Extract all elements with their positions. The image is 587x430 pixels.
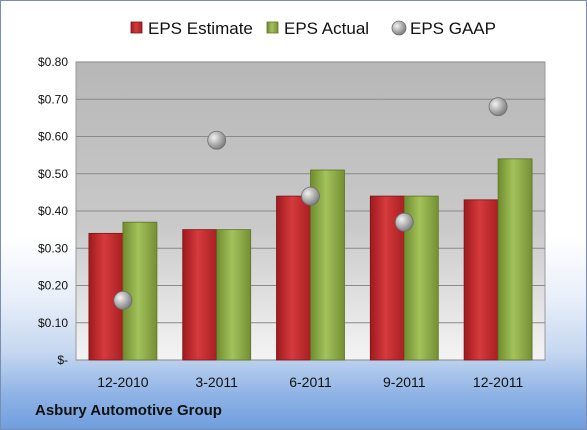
gaap-point (488, 97, 508, 117)
y-tick-label: $0.60 (38, 130, 68, 144)
x-tick-label: 12-2010 (97, 374, 149, 390)
legend: EPS Estimate EPS Actual EPS GAAP (130, 19, 496, 38)
actual-bar (216, 229, 252, 361)
y-tick-label: $0.40 (38, 204, 68, 218)
company-label: Asbury Automotive Group (35, 402, 222, 419)
y-tick-label: $0.20 (38, 279, 68, 293)
y-tick-label: $0.50 (38, 167, 68, 181)
legend-actual-swatch (266, 21, 279, 34)
legend-estimate-swatch (130, 21, 143, 34)
gaap-points (113, 97, 508, 310)
gaap-point (301, 186, 320, 206)
bar-series (88, 158, 533, 361)
y-axis-tick-labels: $- $0.10 $0.20 $0.30 $0.40 $0.50 $0.60 $0.70 $0.… (38, 55, 68, 367)
estimate-bar (182, 229, 218, 361)
legend-label: EPS Actual (284, 19, 369, 38)
x-tick-label: 6-2011 (289, 374, 332, 390)
y-tick-label: $0.70 (38, 92, 68, 106)
legend-label: EPS GAAP (410, 19, 496, 38)
estimate-bar (276, 195, 311, 361)
y-tick-label: $0.80 (38, 55, 68, 69)
y-tick-label: $- (57, 353, 68, 367)
actual-bar (122, 221, 158, 361)
y-tick-label: $0.10 (38, 316, 68, 330)
estimate-bar (463, 199, 499, 361)
actual-bar (497, 158, 533, 361)
x-tick-label: 3-2011 (195, 374, 238, 390)
x-axis-tick-labels: 12-2010 3-2011 6-2011 9-2011 12-2011 (97, 374, 523, 390)
actual-bar (310, 169, 345, 361)
legend-label: EPS Estimate (148, 19, 253, 38)
x-tick-label: 12-2011 (473, 374, 524, 390)
gaap-point (394, 212, 414, 232)
y-tick-label: $0.30 (38, 241, 68, 255)
gaap-point (113, 290, 133, 310)
x-tick-label: 9-2011 (383, 374, 426, 390)
gaap-point (207, 130, 227, 150)
legend-gaap-marker (391, 20, 407, 36)
